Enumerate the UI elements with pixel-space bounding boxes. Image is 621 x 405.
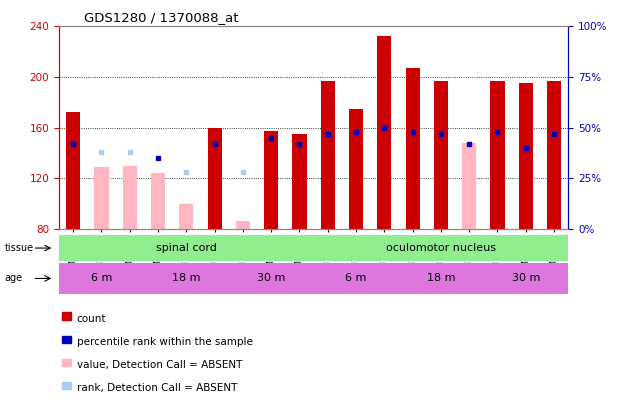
Bar bbox=[61, 312, 71, 320]
Bar bbox=[320, 81, 335, 229]
Text: 6 m: 6 m bbox=[345, 273, 367, 283]
Bar bbox=[66, 112, 80, 229]
Text: spinal cord: spinal cord bbox=[156, 243, 217, 253]
Text: oculomotor nucleus: oculomotor nucleus bbox=[386, 243, 496, 253]
Text: rank, Detection Call = ABSENT: rank, Detection Call = ABSENT bbox=[77, 383, 237, 393]
Bar bbox=[314, 263, 399, 294]
Text: count: count bbox=[77, 313, 106, 324]
Text: GDS1280 / 1370088_at: GDS1280 / 1370088_at bbox=[84, 11, 239, 24]
Bar bbox=[462, 143, 476, 229]
Bar bbox=[378, 36, 391, 229]
Bar bbox=[151, 173, 165, 229]
Bar bbox=[491, 81, 504, 229]
Bar bbox=[292, 134, 307, 229]
Text: 30 m: 30 m bbox=[512, 273, 540, 283]
Bar bbox=[59, 235, 314, 261]
Text: 18 m: 18 m bbox=[427, 273, 455, 283]
Bar bbox=[434, 81, 448, 229]
Bar bbox=[547, 81, 561, 229]
Text: value, Detection Call = ABSENT: value, Detection Call = ABSENT bbox=[77, 360, 242, 370]
Bar bbox=[123, 166, 137, 229]
Bar bbox=[406, 68, 420, 229]
Bar bbox=[94, 167, 109, 229]
Text: 18 m: 18 m bbox=[172, 273, 201, 283]
Bar bbox=[519, 83, 533, 229]
Bar bbox=[61, 359, 71, 366]
Text: tissue: tissue bbox=[5, 243, 34, 253]
Bar bbox=[314, 235, 568, 261]
Bar bbox=[207, 128, 222, 229]
Bar bbox=[264, 131, 278, 229]
Text: 6 m: 6 m bbox=[91, 273, 112, 283]
Bar bbox=[483, 263, 568, 294]
Bar bbox=[349, 109, 363, 229]
Bar bbox=[236, 221, 250, 229]
Text: 30 m: 30 m bbox=[257, 273, 286, 283]
Bar bbox=[399, 263, 483, 294]
Bar bbox=[229, 263, 314, 294]
Bar bbox=[144, 263, 229, 294]
Bar bbox=[61, 382, 71, 389]
Bar bbox=[59, 263, 144, 294]
Text: age: age bbox=[5, 273, 23, 283]
Bar bbox=[179, 203, 193, 229]
Text: percentile rank within the sample: percentile rank within the sample bbox=[77, 337, 253, 347]
Bar bbox=[61, 336, 71, 343]
